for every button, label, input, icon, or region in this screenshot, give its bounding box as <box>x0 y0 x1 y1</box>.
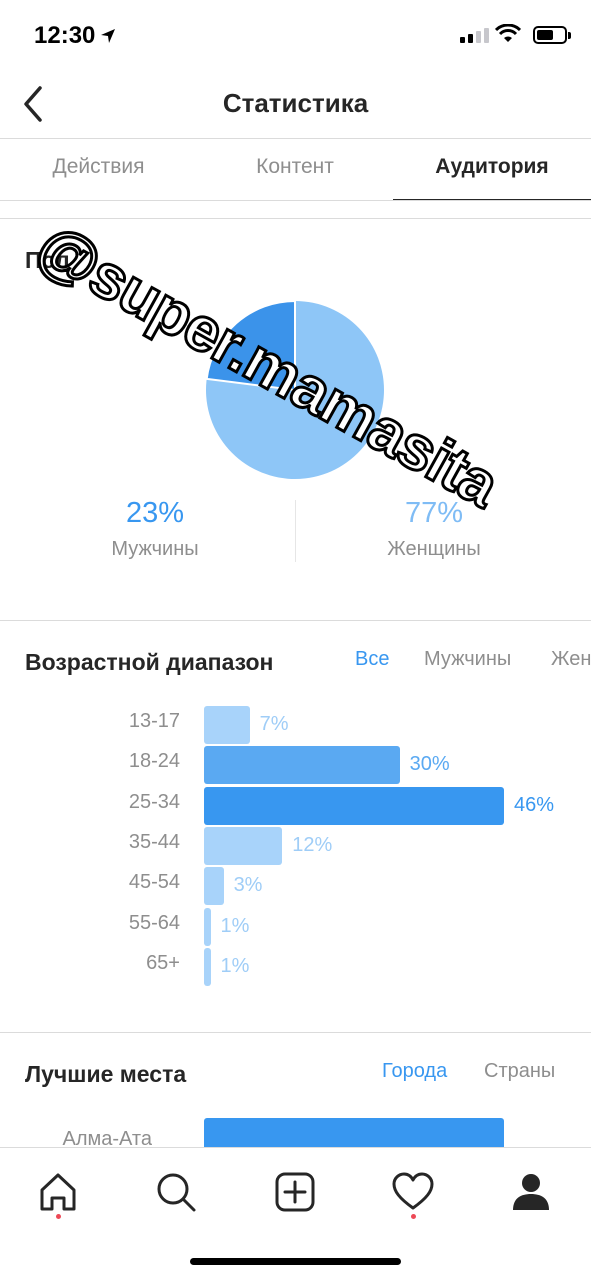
status-time: 12:30 <box>34 22 96 49</box>
age-range-label: 65+ <box>146 951 180 974</box>
age-bar-percent: 7% <box>259 713 289 735</box>
age-bar-percent: 1% <box>220 914 250 937</box>
home-indicator <box>190 1258 401 1265</box>
men-percent: 23% <box>125 497 185 529</box>
age-bar-percent: 46% <box>514 793 555 816</box>
city-label: Алма-Ата <box>62 1128 152 1150</box>
age-bar-percent: 1% <box>220 954 250 977</box>
age-filter-men[interactable]: Мужчины <box>424 648 512 670</box>
men-label: Мужчины <box>111 538 199 560</box>
profile-icon[interactable] <box>509 1170 553 1214</box>
gender-section-title: Пол <box>25 247 70 273</box>
section-divider <box>0 1032 591 1033</box>
section-divider <box>0 620 591 621</box>
women-percent: 77% <box>404 497 464 529</box>
age-bar-percent: 3% <box>233 874 263 897</box>
age-range-label: 13-17 <box>128 710 180 732</box>
age-bar <box>204 826 283 865</box>
tabs-divider <box>0 200 591 201</box>
section-divider <box>0 218 591 219</box>
age-bar <box>204 947 211 986</box>
age-filter-women[interactable]: Жен <box>551 648 591 670</box>
search-icon[interactable] <box>154 1170 198 1214</box>
wifi-icon <box>495 24 521 42</box>
age-bar <box>204 706 250 744</box>
age-range-label: 18-24 <box>128 750 180 773</box>
pie-slice-men <box>205 300 296 392</box>
age-bar <box>204 746 400 785</box>
age-filter-all[interactable]: Все <box>355 648 390 670</box>
back-chevron-icon[interactable] <box>16 84 50 124</box>
tab-audience[interactable]: Аудитория <box>435 155 549 178</box>
age-bar-percent: 30% <box>409 753 450 776</box>
cellular-signal-icon <box>460 28 489 43</box>
places-filter-cities[interactable]: Города <box>382 1060 448 1082</box>
home-icon[interactable] <box>36 1170 80 1214</box>
status-bar: 12:30 <box>0 0 591 70</box>
home-badge-dot <box>56 1214 61 1219</box>
gender-divider <box>295 500 296 562</box>
header-divider <box>0 138 591 139</box>
age-range-label: 55-64 <box>128 911 180 934</box>
activity-badge-dot <box>411 1214 416 1219</box>
tab-content[interactable]: Контент <box>256 155 334 178</box>
age-bar-percent: 12% <box>292 833 333 856</box>
women-label: Женщины <box>387 538 481 560</box>
age-range-label: 45-54 <box>128 871 180 894</box>
location-arrow-icon <box>101 29 115 43</box>
age-bar <box>204 907 211 946</box>
tab-actions[interactable]: Действия <box>52 155 145 178</box>
add-post-icon[interactable] <box>273 1170 317 1214</box>
page-title: Статистика <box>222 88 369 118</box>
age-bar <box>204 786 504 825</box>
places-filter-countries[interactable]: Страны <box>484 1060 556 1082</box>
age-bar <box>204 867 224 906</box>
age-section-title: Возрастной диапазон <box>25 649 274 675</box>
age-range-label: 35-44 <box>128 830 180 853</box>
places-section-title: Лучшие места <box>25 1061 187 1087</box>
age-range-label: 25-34 <box>128 790 180 813</box>
heart-icon[interactable] <box>391 1170 435 1214</box>
gender-pie-chart <box>205 300 384 479</box>
battery-icon <box>533 26 571 44</box>
